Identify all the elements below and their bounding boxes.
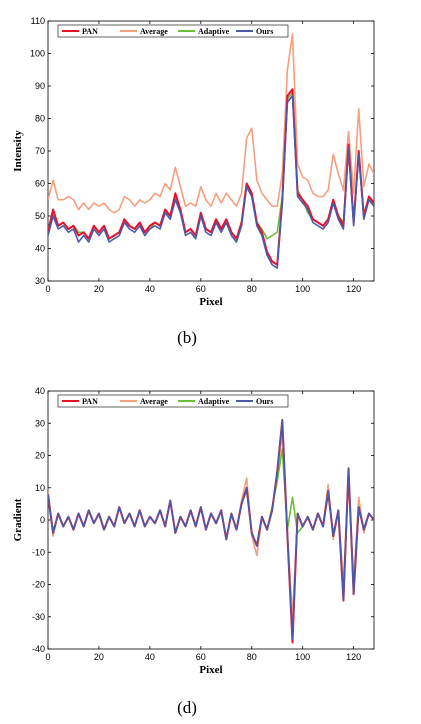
chart-b: 0 20 40 60 80 100 120 30 40 50 60 70 80 90 100 110 Pixel… [12, 16, 375, 308]
y-tick-label: -30 [32, 612, 45, 622]
x-tick-label: 20 [94, 284, 104, 294]
x-tick-label: 80 [247, 652, 257, 662]
x-tick-label: 20 [94, 652, 104, 662]
series-line-ours [48, 419, 374, 641]
y-tick-label: 100 [30, 49, 45, 59]
legend-box [57, 24, 289, 38]
legend-box [57, 394, 289, 408]
y-tick-label: -40 [32, 644, 45, 654]
y-tick-label: 70 [35, 146, 45, 156]
x-tick-label: 40 [145, 284, 155, 294]
legend-label-pan: PAN [82, 27, 98, 36]
y-tick-label: 0 [40, 515, 45, 525]
x-tick-label: 0 [45, 652, 50, 662]
legend-label-ours: Ours [256, 397, 273, 406]
y-tick-label: 90 [35, 81, 45, 91]
legend-label-adaptive: Adaptive [198, 27, 230, 36]
y-tick-label: 50 [35, 211, 45, 221]
y-axis-label: Intensity [12, 130, 24, 172]
x-tick-label: 60 [196, 652, 206, 662]
y-axis-label: Gradient [12, 498, 24, 541]
x-tick-label: 120 [346, 652, 361, 662]
plot-area-frame [47, 390, 375, 650]
x-tick-label: 100 [295, 284, 310, 294]
y-tick-label: 30 [35, 276, 45, 286]
x-axis-label: Pixel [199, 664, 222, 676]
y-tick-label: 10 [35, 483, 45, 493]
series-line-pan [48, 88, 374, 266]
caption-d: (d) [177, 698, 197, 717]
series-line-average [48, 432, 374, 618]
x-tick-label: 0 [45, 284, 50, 294]
y-tick-label: -20 [32, 580, 45, 590]
legend-label-average: Average [140, 397, 168, 406]
y-tick-label: 30 [35, 418, 45, 428]
y-tick-label: -10 [32, 547, 45, 557]
series-line-average [48, 33, 374, 214]
y-tick-label: 110 [31, 16, 45, 26]
y-tick-label: 40 [35, 386, 45, 396]
caption-b: (b) [177, 328, 197, 347]
series-line-adaptive [48, 91, 374, 240]
legend-label-pan: PAN [82, 397, 98, 406]
x-tick-label: 120 [346, 284, 361, 294]
series-line-adaptive [48, 448, 374, 599]
series-line-ours [48, 94, 374, 269]
legend-label-adaptive: Adaptive [198, 397, 230, 406]
series-line-pan [48, 419, 374, 644]
legend-label-average: Average [140, 27, 168, 36]
chart-d: 0 20 40 60 80 100 120 -40 -30 -20 -10 0 10 20 30 40 Pixe… [12, 386, 375, 676]
x-tick-label: 60 [196, 284, 206, 294]
legend-label-ours: Ours [256, 27, 273, 36]
x-tick-label: 80 [247, 284, 257, 294]
y-tick-label: 20 [35, 451, 45, 461]
x-axis-label: Pixel [199, 296, 222, 308]
x-tick-label: 100 [295, 652, 310, 662]
y-tick-label: 60 [35, 179, 45, 189]
y-tick-label: 80 [35, 114, 45, 124]
plot-area-frame [47, 20, 375, 282]
x-tick-label: 40 [145, 652, 155, 662]
y-tick-label: 40 [35, 244, 45, 254]
